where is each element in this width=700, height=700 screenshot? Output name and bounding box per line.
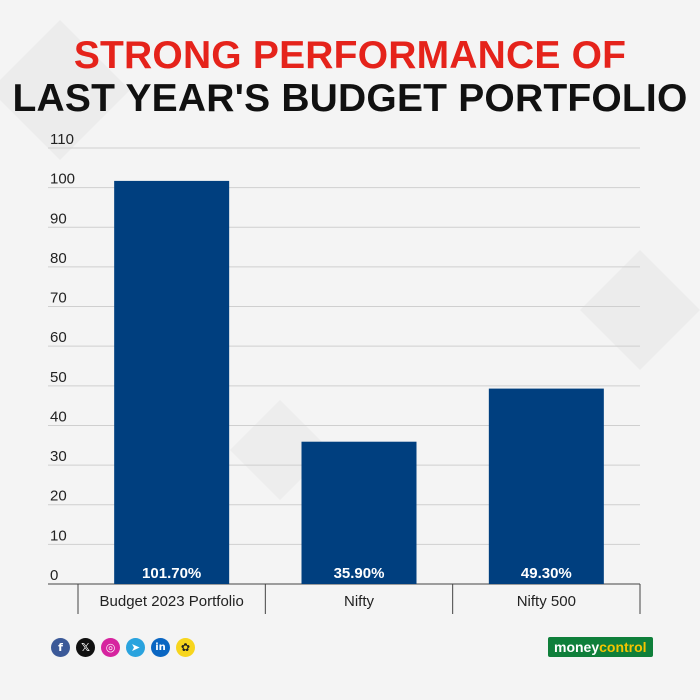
y-tick-label: 40 [50, 408, 67, 425]
y-tick-label: 10 [50, 527, 67, 544]
data-label: 49.30% [521, 565, 572, 582]
y-tick-label: 80 [50, 250, 67, 267]
y-tick-label: 60 [50, 329, 67, 346]
instagram-icon[interactable]: ◎ [101, 638, 120, 657]
title-line-2: LAST YEAR'S BUDGET PORTFOLIO [12, 77, 688, 120]
y-tick-label: 100 [50, 171, 75, 188]
snapchat-icon[interactable]: ✿ [176, 638, 195, 657]
x-tick-label: Nifty [344, 593, 375, 610]
bar [114, 180, 230, 584]
y-tick-label: 30 [50, 448, 67, 465]
y-tick-label: 20 [50, 488, 67, 505]
y-tick-label: 50 [50, 369, 67, 386]
x-icon[interactable]: 𝕏 [76, 638, 95, 657]
y-tick-label: 0 [50, 567, 58, 584]
x-tick-label: Budget 2023 Portfolio [100, 593, 244, 610]
chart-title: STRONG PERFORMANCE OF LAST YEAR'S BUDGET… [0, 34, 700, 120]
brand-logo-part1: money [554, 639, 600, 655]
brand-logo-part2: control [599, 639, 647, 655]
data-label: 35.90% [334, 565, 385, 582]
telegram-icon[interactable]: ➤ [126, 638, 145, 657]
linkedin-icon[interactable]: in [151, 638, 170, 657]
y-tick-label: 90 [50, 210, 67, 227]
title-line-1: STRONG PERFORMANCE OF [73, 34, 627, 77]
y-tick-label: 70 [50, 290, 67, 307]
brand-logo: money control [548, 637, 653, 657]
facebook-icon[interactable]: f [51, 638, 70, 657]
y-tick-label: 110 [50, 131, 74, 148]
bar [301, 441, 417, 584]
bar-chart: 0 10 20 30 40 50 60 70 80 90 100 110 101.70% Budget 2… [48, 131, 641, 614]
bar [488, 388, 604, 584]
social-icons: f 𝕏 ◎ ➤ in ✿ [51, 638, 195, 657]
data-label: 101.70% [142, 565, 201, 582]
x-tick-label: Nifty 500 [517, 593, 576, 610]
footer: f 𝕏 ◎ ➤ in ✿ money control [0, 630, 700, 670]
